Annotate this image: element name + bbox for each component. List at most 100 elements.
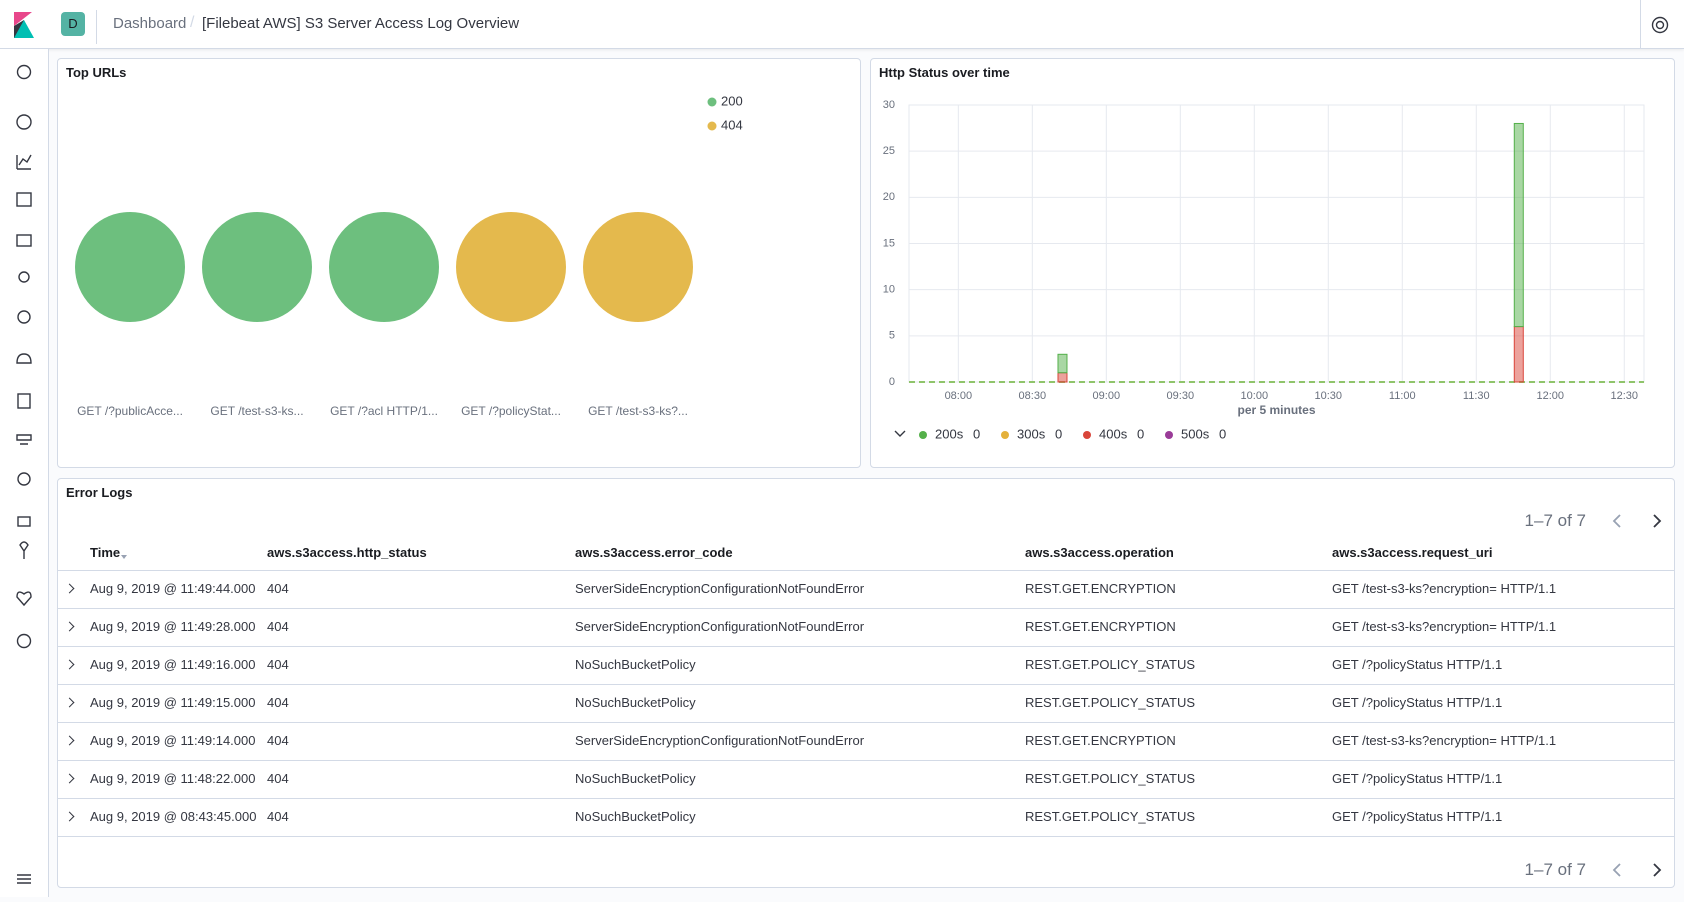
row-divider xyxy=(58,646,1674,647)
table-cell: 404 xyxy=(267,581,289,596)
legend-value: 0 xyxy=(973,426,980,441)
space-avatar[interactable]: D xyxy=(61,12,85,36)
management-icon[interactable] xyxy=(16,633,32,649)
table-cell: GET /?policyStatus HTTP/1.1 xyxy=(1332,809,1503,824)
table-cell: 404 xyxy=(267,733,289,748)
column-header[interactable]: aws.s3access.request_uri xyxy=(1332,545,1493,560)
ml-icon[interactable] xyxy=(17,310,31,324)
uptime-icon[interactable] xyxy=(17,472,31,486)
canvas-icon[interactable] xyxy=(16,234,32,247)
x-tick-label: 12:00 xyxy=(1537,390,1565,402)
table-cell: ServerSideEncryptionConfigurationNotFoun… xyxy=(575,733,865,748)
table-cell: GET /?policyStatus HTTP/1.1 xyxy=(1332,771,1503,786)
x-tick-label: 09:00 xyxy=(1093,390,1121,402)
apm-icon[interactable] xyxy=(16,434,32,445)
legend-marker xyxy=(707,121,717,131)
breadcrumb[interactable]: Dashboard xyxy=(113,15,187,32)
row-divider xyxy=(58,722,1674,723)
infra-icon[interactable] xyxy=(16,353,32,364)
row-divider xyxy=(58,836,1674,837)
devtools-icon[interactable] xyxy=(19,541,29,559)
bar-segment xyxy=(1513,326,1524,383)
top-bar: D Dashboard / [Filebeat AWS] S3 Server A… xyxy=(0,0,1684,49)
kibana-logo[interactable] xyxy=(12,12,34,38)
bubble xyxy=(583,212,693,322)
panel: Http Status over time 0 5 10 15 20 25 30 08:00 0… xyxy=(870,58,1675,468)
table-cell: Aug 9, 2019 @ 11:48:22.000 xyxy=(90,771,256,786)
monitoring-icon[interactable] xyxy=(16,591,32,607)
table-cell: REST.GET.POLICY_STATUS xyxy=(1025,657,1196,672)
row-divider xyxy=(58,570,1674,571)
panel-title: Error Logs xyxy=(66,485,133,500)
logs-icon[interactable] xyxy=(17,393,31,409)
x-tick-label: 10:30 xyxy=(1315,390,1343,402)
dashboard-icon[interactable] xyxy=(16,192,32,207)
legend-marker xyxy=(1001,431,1009,439)
legend-toggle xyxy=(894,430,906,437)
divider xyxy=(96,10,97,44)
x-tick-label: 09:30 xyxy=(1167,390,1195,402)
column-header[interactable]: aws.s3access.error_code xyxy=(575,545,733,560)
y-tick-label: 0 xyxy=(889,376,895,388)
x-tick-label: GET /?policyStat... xyxy=(461,404,561,418)
divider xyxy=(1640,0,1641,48)
expand-toggle[interactable] xyxy=(64,659,75,670)
maps-icon[interactable] xyxy=(18,271,30,283)
y-tick-label: 15 xyxy=(883,237,895,249)
table-cell: ServerSideEncryptionConfigurationNotFoun… xyxy=(575,619,865,634)
x-tick-label: 08:30 xyxy=(1019,390,1047,402)
table-cell: 404 xyxy=(267,695,289,710)
expand-toggle[interactable] xyxy=(64,811,75,822)
expand-toggle[interactable] xyxy=(64,697,75,708)
bubble xyxy=(329,212,439,322)
breadcrumb-separator: / xyxy=(190,14,195,31)
visualize-icon[interactable] xyxy=(16,154,32,170)
collapse-icon[interactable] xyxy=(17,874,31,884)
sort-indicator xyxy=(121,555,127,559)
column-header[interactable]: Time xyxy=(90,545,121,560)
x-tick-label: GET /?publicAcce... xyxy=(77,404,183,418)
expand-toggle[interactable] xyxy=(64,773,75,784)
table-cell: NoSuchBucketPolicy xyxy=(575,657,696,672)
table-cell: Aug 9, 2019 @ 11:49:16.000 xyxy=(90,657,256,672)
table-cell: NoSuchBucketPolicy xyxy=(575,695,696,710)
help-icon[interactable] xyxy=(1651,16,1669,34)
table-cell: 404 xyxy=(267,657,289,672)
recent-icon[interactable] xyxy=(16,64,32,80)
expand-toggle[interactable] xyxy=(64,735,75,746)
legend-label: 404 xyxy=(721,117,743,132)
panel: Top URLs GET /?publicAcce... GET /test-s3… xyxy=(57,58,861,468)
table-cell: GET /?policyStatus HTTP/1.1 xyxy=(1332,657,1503,672)
table-cell: Aug 9, 2019 @ 11:49:28.000 xyxy=(90,619,256,634)
legend-label: 200s xyxy=(935,426,964,441)
bubble xyxy=(75,212,185,322)
column-header[interactable]: aws.s3access.http_status xyxy=(267,545,427,560)
legend-label: 200 xyxy=(721,93,743,108)
table-cell: GET /test-s3-ks?encryption= HTTP/1.1 xyxy=(1332,619,1557,634)
table-cell: GET /test-s3-ks?encryption= HTTP/1.1 xyxy=(1332,733,1557,748)
expand-toggle[interactable] xyxy=(64,621,75,632)
y-tick-label: 20 xyxy=(883,191,895,203)
discover-icon[interactable] xyxy=(16,114,32,130)
table-cell: Aug 9, 2019 @ 11:49:44.000 xyxy=(90,581,256,596)
x-tick-label: 11:30 xyxy=(1463,390,1490,402)
row-divider xyxy=(58,760,1674,761)
pagination: 1–7 of 7 xyxy=(1524,511,1586,530)
nav-sidebar xyxy=(0,49,49,897)
bar-segment xyxy=(1057,353,1068,374)
x-tick-label: GET /test-s3-ks... xyxy=(210,404,303,418)
table-cell: 404 xyxy=(267,771,289,786)
table-cell: Aug 9, 2019 @ 11:49:15.000 xyxy=(90,695,256,710)
expand-toggle[interactable] xyxy=(64,583,75,594)
column-header[interactable]: aws.s3access.operation xyxy=(1025,545,1174,560)
legend-value: 0 xyxy=(1137,426,1144,441)
row-divider xyxy=(58,684,1674,685)
bubble xyxy=(202,212,312,322)
siem-icon[interactable] xyxy=(17,516,31,527)
pagination-arrows[interactable] xyxy=(1606,509,1682,533)
pagination-arrows[interactable] xyxy=(1606,858,1682,882)
table-cell: GET /?policyStatus HTTP/1.1 xyxy=(1332,695,1503,710)
table-cell: ServerSideEncryptionConfigurationNotFoun… xyxy=(575,581,865,596)
table-cell: 404 xyxy=(267,809,289,824)
legend-value: 0 xyxy=(1219,426,1226,441)
